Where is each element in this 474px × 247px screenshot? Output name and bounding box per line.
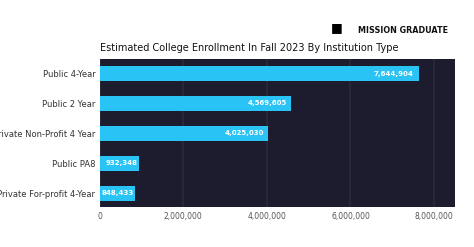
- Bar: [100, 66, 419, 81]
- Bar: [100, 96, 291, 111]
- Text: Estimated College Enrollment In Fall 2023 By Institution Type: Estimated College Enrollment In Fall 202…: [100, 43, 398, 53]
- Text: 4,025,030: 4,025,030: [225, 130, 264, 136]
- Bar: [100, 126, 268, 141]
- Text: 7,644,904: 7,644,904: [373, 70, 413, 77]
- Text: 4,569,605: 4,569,605: [247, 101, 287, 106]
- Bar: [100, 156, 138, 171]
- Text: 848,433: 848,433: [102, 190, 134, 196]
- Bar: [100, 186, 135, 201]
- Text: 932,348: 932,348: [106, 160, 138, 166]
- Text: ■: ■: [331, 21, 343, 34]
- Text: MISSION GRADUATE: MISSION GRADUATE: [358, 26, 448, 35]
